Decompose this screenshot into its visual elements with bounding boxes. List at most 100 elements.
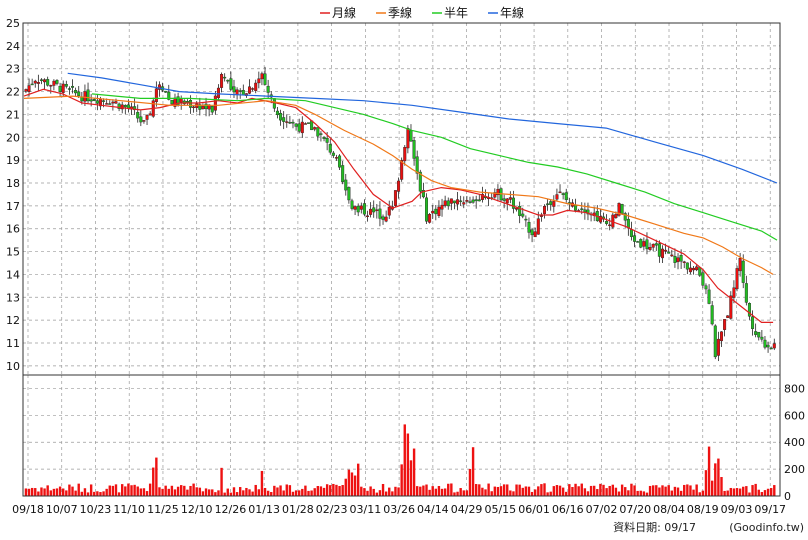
volume-bar — [443, 488, 447, 496]
volume-bar — [384, 491, 388, 496]
volume-bar — [363, 488, 366, 496]
candle-body — [723, 319, 727, 330]
volume-bar — [74, 490, 77, 496]
volume-bar — [130, 485, 133, 496]
candle-body — [645, 239, 649, 250]
volume-bar — [307, 490, 310, 496]
volume-bar — [521, 487, 524, 496]
volume-bar — [338, 486, 341, 496]
volume-bar — [400, 464, 403, 496]
candle-body — [642, 241, 646, 247]
volume-bar — [93, 491, 96, 496]
volume-plot-frame — [22, 374, 781, 497]
volume-bar — [549, 491, 552, 496]
candle-body — [716, 338, 720, 356]
volume-bar — [537, 486, 540, 496]
volume-bar — [596, 489, 599, 496]
volume-bar — [686, 484, 689, 496]
volume-bar — [288, 485, 292, 496]
candle-body — [43, 79, 47, 83]
x-tick-label: 10/07 — [46, 503, 78, 516]
x-tick-label: 11/25 — [147, 503, 179, 516]
volume-bar — [381, 483, 385, 496]
x-tick-label: 08/04 — [653, 503, 685, 516]
candle-body — [275, 110, 279, 116]
candle-body — [633, 235, 637, 242]
volume-bar — [86, 492, 90, 496]
price-tick-label: 15 — [6, 246, 20, 259]
x-tick-label: 07/02 — [586, 503, 618, 516]
candle-body — [505, 198, 509, 204]
candle-body — [583, 209, 587, 213]
volume-bar — [453, 492, 456, 496]
volume-bar — [543, 483, 546, 496]
volume-bar — [37, 491, 40, 496]
candle-body — [657, 243, 661, 257]
price-plot-frame — [22, 22, 781, 376]
candle-body — [400, 160, 404, 180]
volume-bar — [763, 490, 767, 496]
legend-label-1: 季線 — [388, 5, 412, 20]
candle-body — [58, 85, 62, 92]
x-tick-label: 12/10 — [181, 503, 213, 516]
source-label: (Goodinfo.tw) — [729, 521, 804, 534]
candle-body — [679, 255, 683, 262]
volume-bar — [201, 491, 205, 496]
candle-body — [707, 289, 711, 304]
candle-body — [561, 193, 565, 195]
candle-body — [86, 89, 90, 102]
candle-body — [347, 187, 351, 201]
candle-body — [384, 216, 388, 222]
candle-body — [695, 266, 699, 271]
volume-bar — [279, 485, 282, 496]
x-tick-label: 09/03 — [721, 503, 753, 516]
volume-bar — [136, 486, 139, 496]
volume-bar — [447, 483, 450, 496]
candle-body — [36, 82, 40, 84]
volume-bar — [412, 448, 416, 496]
volume-bar — [471, 447, 475, 496]
volume-bar — [68, 484, 71, 496]
candle-body — [223, 76, 227, 79]
volume-bar — [748, 492, 751, 496]
ma-line-3 — [67, 72, 778, 184]
volume-bar — [226, 488, 229, 496]
volume-bar — [558, 485, 562, 496]
volume-bar — [490, 491, 493, 496]
volume-bar — [242, 490, 245, 496]
volume-bar — [291, 491, 295, 496]
candle-body — [425, 197, 429, 222]
price-tick-label: 13 — [6, 291, 20, 304]
candle-body — [366, 215, 370, 218]
volume-bar — [170, 485, 174, 496]
candle-body — [102, 100, 106, 102]
volume-bar — [599, 483, 602, 496]
candle-body — [474, 199, 478, 202]
candle-body — [452, 200, 456, 204]
candle-body — [198, 104, 202, 110]
candle-body — [353, 206, 357, 210]
candle-body — [648, 247, 652, 250]
candle-body — [387, 206, 391, 216]
volume-bar — [738, 488, 742, 496]
candle-body — [468, 201, 472, 203]
candle-body — [440, 204, 444, 210]
candle-body — [434, 208, 438, 215]
candle-body — [530, 229, 534, 236]
candle-body — [61, 83, 65, 93]
candle-body — [418, 171, 422, 192]
volume-grid — [23, 375, 780, 496]
candle-body — [325, 137, 329, 143]
volume-tick-label: 0 — [784, 490, 791, 503]
volume-bar — [347, 469, 351, 496]
volume-bar — [571, 487, 574, 496]
volume-bar — [49, 490, 52, 496]
volume-bar — [431, 486, 434, 496]
candle-body — [291, 121, 295, 124]
candle-body — [167, 91, 171, 100]
x-tick-label: 03/11 — [350, 503, 382, 516]
candle-body — [350, 200, 354, 209]
volume-bar — [415, 486, 419, 496]
candle-body — [527, 221, 531, 233]
footer: 資料日期: 09/17 (Goodinfo.tw) — [613, 520, 804, 534]
